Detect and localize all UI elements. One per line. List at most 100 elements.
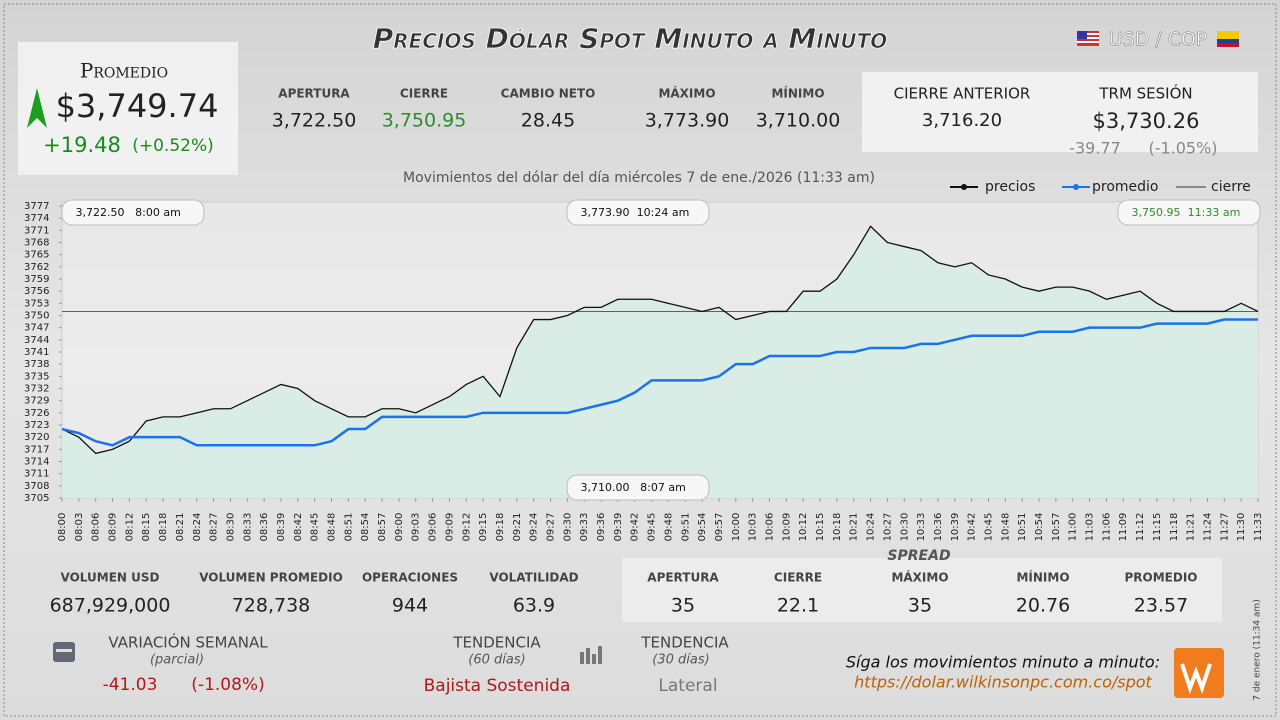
x-tick-label: 09:24: [529, 513, 540, 542]
x-tick-label: 08:09: [108, 513, 119, 542]
y-tick-label: 3759: [24, 274, 49, 285]
x-tick-label: 10:21: [849, 513, 860, 542]
stat-label: MÍNIMO: [771, 86, 824, 101]
annotation-time: 11:33 am: [1188, 206, 1241, 219]
x-tick-label: 09:27: [546, 513, 557, 542]
annotation-value: 3,773.90: [581, 206, 630, 219]
spread-value: 20.76: [1016, 595, 1070, 617]
x-tick-label: 09:03: [411, 513, 422, 542]
x-tick-label: 08:06: [91, 513, 102, 542]
annotation-time: 8:07 am: [640, 481, 686, 494]
annotation-value: 3,710.00: [581, 481, 630, 494]
x-tick-label: 11:15: [1152, 513, 1163, 542]
weekly-change: -41.03: [103, 675, 158, 695]
annotation-time: 8:00 am: [135, 206, 181, 219]
series-line: [61, 225, 1259, 455]
y-tick-label: 3735: [24, 371, 49, 382]
annotation-time: 10:24 am: [637, 206, 690, 219]
x-tick-label: 11:33: [1253, 513, 1264, 542]
annotation-box: [1117, 199, 1261, 226]
x-tick-label: 08:21: [175, 513, 186, 542]
promedio-box: [18, 42, 238, 175]
spread-label: MÍNIMO: [1016, 570, 1069, 585]
x-tick-label: 10:54: [1034, 513, 1045, 542]
y-tick-label: 3744: [24, 335, 49, 346]
x-tick-label: 08:12: [124, 513, 135, 542]
x-tick-label: 10:33: [916, 513, 927, 542]
trm-value: $3,730.26: [1093, 109, 1200, 133]
y-tick-label: 3726: [24, 408, 49, 419]
x-tick-label: 08:00: [57, 513, 68, 542]
footer-stamp: 7 de enero (11:34 am): [1253, 599, 1263, 700]
x-tick-label: 09:06: [428, 513, 439, 542]
y-tick-label: 3720: [24, 432, 49, 443]
y-tick-label: 3732: [24, 384, 49, 395]
x-tick-label: 09:39: [613, 513, 624, 542]
trm-label: TRM SESIÓN: [1098, 84, 1192, 103]
volume-label: VOLUMEN PROMEDIO: [199, 571, 343, 585]
weekly-pct: (-1.08%): [191, 675, 264, 695]
footer-text: Síga los movimientos minuto a minuto:: [846, 653, 1160, 672]
spread-label: MÁXIMO: [891, 570, 948, 585]
legend-dot: [961, 184, 967, 190]
y-tick-label: 3768: [24, 238, 49, 249]
volume-value: 63.9: [513, 595, 555, 617]
x-tick-label: 08:33: [242, 513, 253, 542]
trm-pct: (-1.05%): [1148, 139, 1217, 158]
stat-value: 3,722.50: [272, 110, 357, 132]
annotation-value: 3,722.50: [76, 206, 125, 219]
chart-subtitle: Movimientos del dólar del día miércoles …: [403, 170, 875, 186]
y-tick-label: 3765: [24, 250, 49, 261]
volume-label: VOLATILIDAD: [489, 571, 578, 585]
legend-dot: [1073, 184, 1079, 190]
title: Precios Dólar Spot Minuto a Minuto: [373, 22, 888, 55]
x-tick-label: 10:39: [950, 513, 961, 542]
x-tick-label: 08:03: [74, 513, 85, 542]
up-arrow: [27, 88, 47, 128]
stat-value: 3,773.90: [645, 110, 730, 132]
x-tick-label: 09:12: [461, 513, 472, 542]
volume-label: VOLUMEN USD: [61, 571, 160, 585]
spread-label: CIERRE: [774, 571, 822, 585]
spread-value: 35: [671, 595, 695, 617]
volume-value: 728,738: [232, 595, 311, 617]
spread-label: APERTURA: [647, 571, 719, 585]
stat-label: CIERRE: [400, 87, 448, 101]
promedio-change: +19.48: [43, 133, 121, 157]
y-tick-label: 3777: [24, 201, 49, 212]
x-tick-label: 08:24: [192, 513, 203, 542]
x-tick-label: 08:27: [209, 513, 220, 542]
stat-label: MÁXIMO: [658, 86, 715, 101]
x-tick-label: 10:06: [764, 513, 775, 542]
x-tick-label: 10:30: [899, 513, 910, 542]
annotation-box: [566, 199, 710, 226]
x-tick-label: 11:18: [1169, 513, 1180, 542]
y-tick-label: 3729: [24, 396, 49, 407]
trend30-value: Lateral: [658, 676, 717, 696]
x-tick-label: 09:42: [630, 513, 641, 542]
legend-label: precios: [985, 179, 1035, 195]
x-tick-label: 10:24: [866, 513, 877, 542]
spread-value: 22.1: [777, 595, 819, 617]
prev-box: [862, 72, 1258, 152]
volume-value: 944: [392, 595, 428, 617]
x-tick-label: 08:45: [310, 513, 321, 542]
promedio-label: Promedio: [80, 59, 168, 83]
y-tick-label: 3711: [24, 469, 49, 480]
x-tick-label: 10:51: [1017, 513, 1028, 542]
y-tick-label: 3750: [24, 311, 49, 322]
x-tick-label: 09:45: [647, 513, 658, 542]
stat-value: 3,710.00: [756, 110, 841, 132]
series-line: [61, 318, 1258, 447]
x-tick-label: 08:36: [259, 513, 270, 542]
y-tick-label: 3717: [24, 444, 49, 455]
x-tick-label: 09:33: [579, 513, 590, 542]
chart-icon: [580, 646, 602, 664]
x-tick-label: 10:18: [832, 513, 843, 542]
x-tick-label: 10:57: [1051, 513, 1062, 542]
spread-title: SPREAD: [887, 548, 950, 564]
x-tick-label: 11:03: [1085, 513, 1096, 542]
x-tick-label: 10:09: [781, 513, 792, 542]
